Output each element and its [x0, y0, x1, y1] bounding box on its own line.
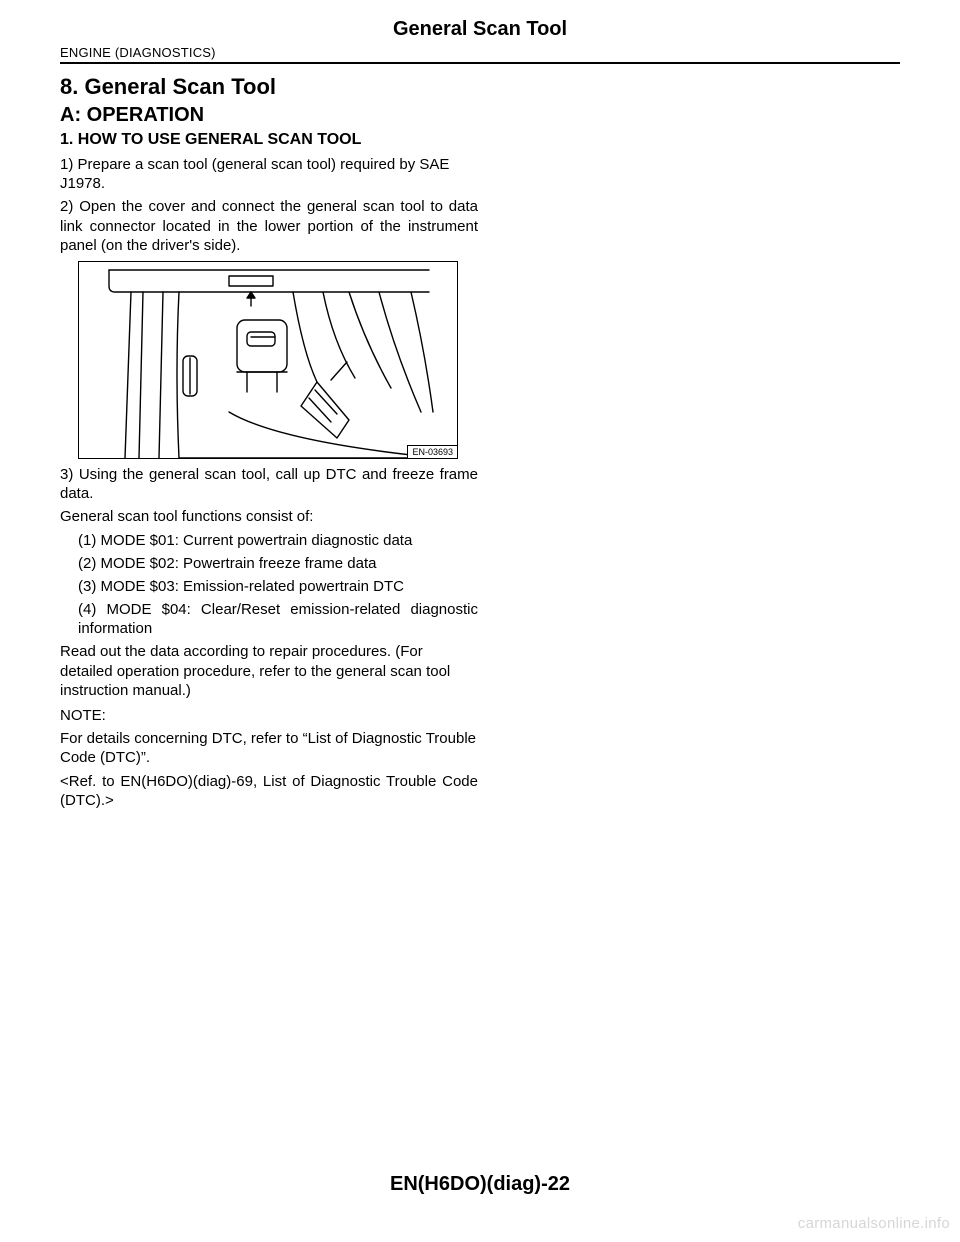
note-ref: <Ref. to EN(H6DO)(diag)-69, List of Diag…: [60, 772, 478, 810]
diagram-svg: [79, 262, 459, 460]
heading-2: A: OPERATION: [60, 104, 478, 127]
section-label: ENGINE (DIAGNOSTICS): [60, 45, 900, 60]
paragraph: 1) Prepare a scan tool (general scan too…: [60, 155, 478, 193]
page: General Scan Tool ENGINE (DIAGNOSTICS) 8…: [0, 0, 960, 1242]
paragraph: General scan tool functions consist of:: [60, 507, 478, 526]
watermark: carmanualsonline.info: [798, 1215, 950, 1232]
diagram-figure: EN-03693: [78, 261, 458, 459]
figure-id: EN-03693: [407, 445, 457, 458]
list-item: (3) MODE $03: Emission-related powertrai…: [78, 577, 478, 596]
content-column: 8. General Scan Tool A: OPERATION 1. HOW…: [60, 74, 478, 810]
heading-1: 8. General Scan Tool: [60, 74, 478, 100]
mode-list: (1) MODE $01: Current powertrain diagnos…: [60, 531, 478, 639]
page-title: General Scan Tool: [60, 18, 900, 41]
paragraph: 2) Open the cover and connect the genera…: [60, 197, 478, 255]
list-item: (1) MODE $01: Current powertrain diagnos…: [78, 531, 478, 550]
list-item: (2) MODE $02: Powertrain freeze frame da…: [78, 554, 478, 573]
page-footer-code: EN(H6DO)(diag)-22: [0, 1173, 960, 1196]
paragraph: 3) Using the general scan tool, call up …: [60, 465, 478, 503]
note-label: NOTE:: [60, 706, 478, 725]
paragraph: Read out the data according to repair pr…: [60, 642, 478, 700]
list-item: (4) MODE $04: Clear/Reset emission-relat…: [78, 600, 478, 638]
heading-3: 1. HOW TO USE GENERAL SCAN TOOL: [60, 131, 478, 149]
header-rule: [60, 62, 900, 64]
note-text: For details concerning DTC, refer to “Li…: [60, 729, 478, 767]
